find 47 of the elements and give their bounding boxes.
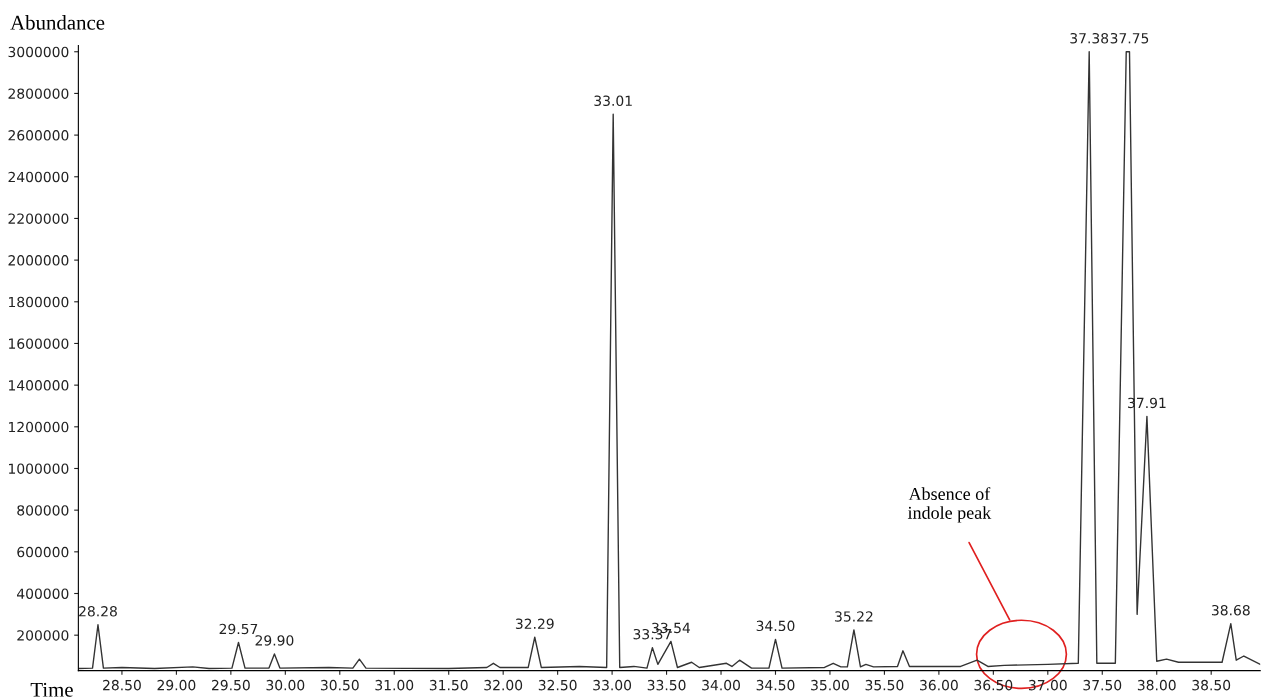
annotation: 38.68 [1211,604,1250,616]
x-tick-label: 35.50 [865,679,904,691]
y-tick-label: 600000 [17,546,69,558]
y-tick-label: 2800000 [8,88,69,99]
x-tick-label: 38.50 [1192,679,1231,691]
x-tick-label: 30.00 [266,679,305,691]
x-tick-label: 36.00 [920,679,958,691]
annotation: 33.01 [594,95,632,107]
y-tick-label: 800000 [17,505,69,516]
y-tick-label: 3000000 [8,46,69,58]
x-tick-label: 31.50 [429,679,468,691]
y-tick-label: 2200000 [8,213,69,224]
y-tick-label: 2000000 [8,255,69,266]
x-tick-label: 33.50 [647,679,686,691]
x-tick-label: 30.50 [320,679,359,691]
annotation: 28.28 [79,606,117,617]
annotation: 34.50 [756,620,795,632]
x-tick-label: 37.50 [1083,679,1122,691]
annotation: 37.75 [1110,33,1149,44]
x-tick-label: 28.50 [103,679,141,691]
y-tick-label: 2400000 [8,171,69,183]
y-tick-label: 1000000 [9,463,69,474]
annotation: 35.22 [835,611,873,622]
annotation: 37.38 [1070,33,1109,44]
y-axis-title: Abundance [10,15,105,30]
x-tick-label: 38.00 [1137,679,1176,691]
x-tick-label: 33.00 [593,679,632,691]
y-tick-label: 1600000 [9,338,69,349]
y-tick-label: 1200000 [9,421,69,433]
x-tick-label: 32.00 [484,679,523,691]
y-tick-label: 1800000 [9,296,69,308]
y-tick-label: 200000 [17,630,69,641]
x-tick-label: 31.00 [375,679,414,691]
x-tick-label: 35.00 [811,679,849,691]
x-tick-label: 32.50 [538,679,577,691]
annotation: 29.57 [219,623,258,635]
x-axis-title: Time [30,682,73,697]
x-tick-label: 34.00 [702,679,740,691]
x-tick-label: 29.00 [157,679,196,691]
annotation: Absence of indole peak [907,487,992,523]
annotation: 32.29 [515,618,554,630]
x-tick-label: 34.50 [756,679,795,691]
y-tick-label: 400000 [17,588,69,599]
x-tick-label: 29.50 [212,679,250,691]
y-tick-label: 1400000 [9,380,69,391]
y-tick-label: 2600000 [8,130,69,141]
annotation: 29.90 [255,635,294,646]
